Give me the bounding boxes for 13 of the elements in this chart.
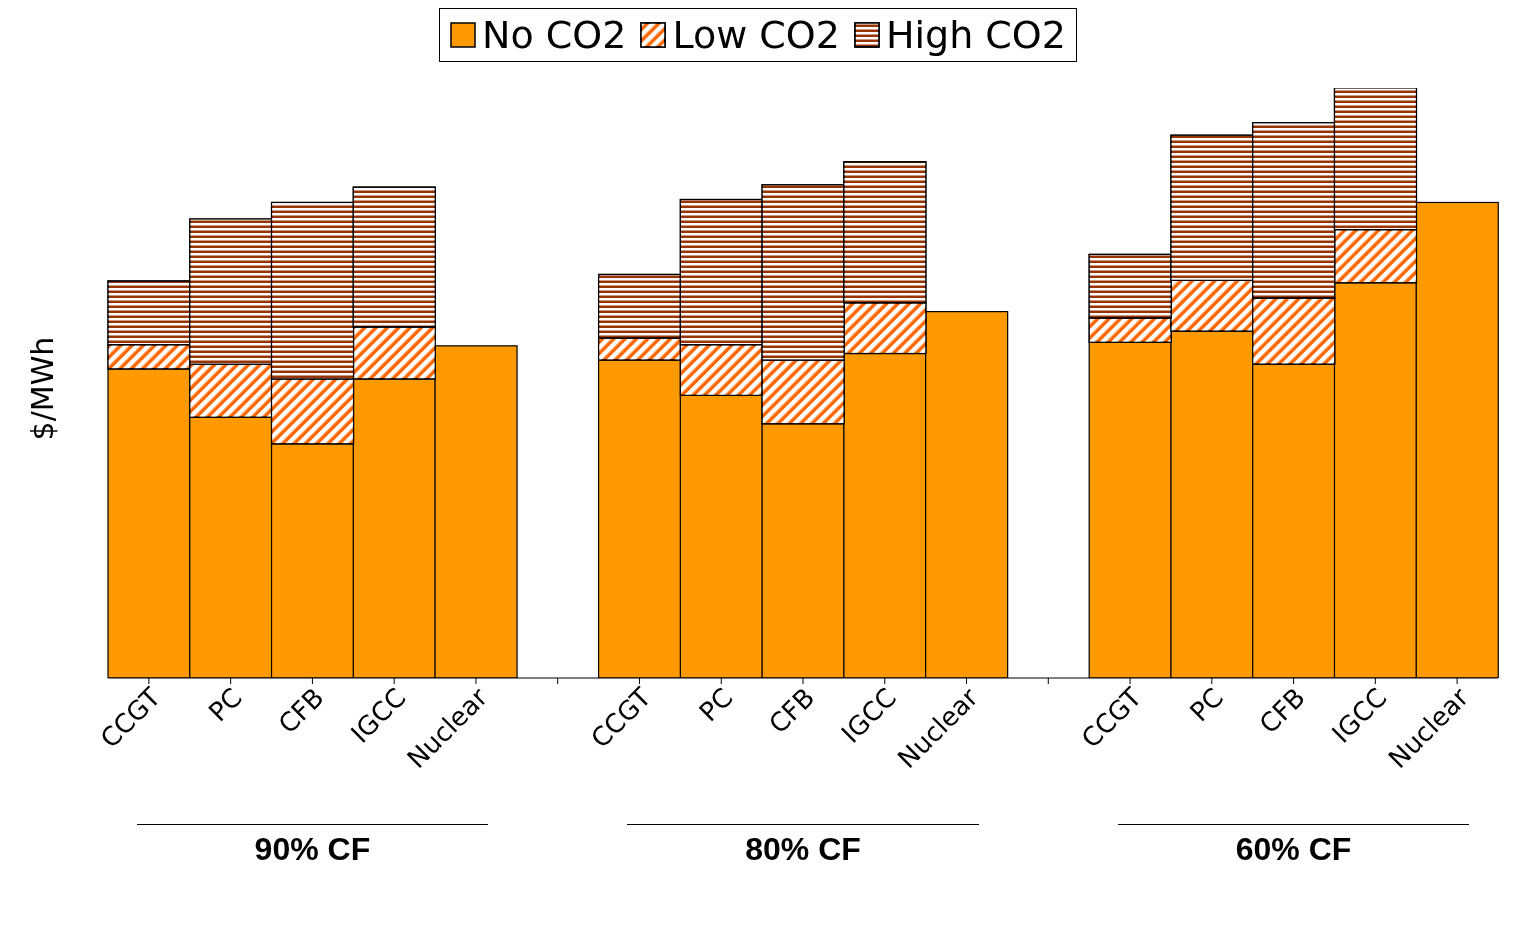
legend-label: Low CO2 [672,13,840,57]
x-tick-label: PC [202,682,248,728]
text: 80% CF [744,831,862,868]
x-tick-label: CFB [1253,682,1311,740]
text: 60% CF [1234,831,1353,868]
x-tick-label: PC [1183,682,1230,728]
text: 90% CF [253,831,372,868]
y-axis-title: $/MWh [25,336,61,440]
x-tick-label: CFB [763,682,821,740]
legend-label: High CO2 [885,13,1066,57]
x-tick-label: CFB [272,682,330,740]
x-tick-label: PC [693,682,739,728]
legend-label: No CO2 [482,13,627,57]
